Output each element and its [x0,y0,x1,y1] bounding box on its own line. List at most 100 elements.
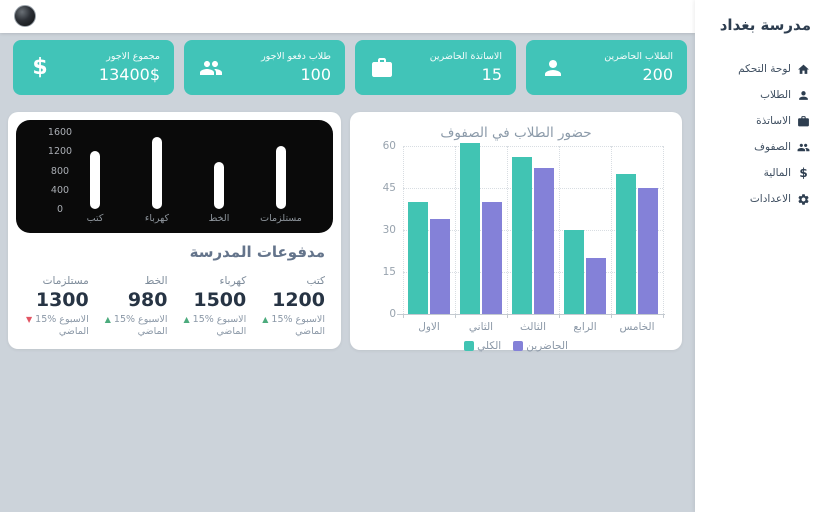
stat-label: مجموع الاجور [106,51,160,62]
sidebar-item-students[interactable]: الطلاب [695,82,823,108]
stat-cards-row: الطلاب الحاضرين 200 الاساتذة الحاضرين 15 [8,40,687,95]
stat-label: الاساتذة الحاضرين [429,51,502,62]
stat-card-total-fees: مجموع الاجور 13400$ $ [13,40,174,95]
total-legend-swatch [464,341,475,351]
total-bar [408,202,428,314]
user-icon [540,55,566,81]
student-icon [797,89,810,102]
sidebar-item-teachers[interactable]: الاساتذة [695,108,823,134]
payment-bar [214,161,224,209]
trend-down-icon: ▼ [26,314,33,324]
y-tick-label: 45 [382,182,396,194]
y-tick-label: 15 [382,266,396,278]
charts-row: 0 400 800 1200 1600 كتب كهرباء الخط مستلزمات مدف… [8,112,687,352]
attendance-chart-title: حضور الطلاب في الصفوف [440,125,592,141]
payments-stats-row: كتب 1200 ▲ 15% الاسبوع الماضي كهرباء 150… [8,261,341,337]
sidebar: مدرسة بغداد لوحة التحكم الطلاب الاساتذة [695,0,823,512]
payment-stat-electricity: كهرباء 1500 ▲ 15% الاسبوع الماضي [183,275,247,337]
briefcase-icon [797,115,810,128]
sidebar-item-label: المالية [763,167,791,179]
home-icon [797,63,810,76]
present-bar [586,258,606,314]
axis-tick [507,314,508,318]
trend-up-icon: ▲ [104,314,111,324]
y-tick-label: 0 [56,204,64,215]
present-legend-swatch [513,341,524,351]
present-bar [430,218,450,314]
payment-bar [152,136,162,209]
top-header [0,0,695,33]
total-bar [616,174,636,314]
gridline [403,230,663,231]
gridline [507,146,508,314]
payment-stat-supplies: مستلزمات 1300 ▼ 15% الاسبوع الماضي [26,275,89,337]
app-title: مدرسة بغداد [719,16,811,34]
sidebar-item-classes[interactable]: الصفوف [695,134,823,160]
stat-card-students-present: الطلاب الحاضرين 200 [526,40,687,95]
dollar-icon: $ [32,54,48,80]
total-bar [460,143,480,314]
axis-tick [455,314,456,318]
axis-tick [663,314,664,318]
bar-slot: الخط [188,120,250,233]
stat-value: 15 [481,65,502,84]
gridline [403,272,663,273]
present-bar [534,168,554,314]
gridline [403,146,404,314]
sidebar-item-label: لوحة التحكم [738,63,791,75]
payment-bar [276,146,286,209]
stat-value: 100 [300,65,331,84]
payment-bar [90,151,100,209]
bar-slot: كتب [64,120,126,233]
y-tick-label: 30 [382,224,396,236]
sidebar-nav: لوحة التحكم الطلاب الاساتذة الصفوف [695,48,823,212]
x-category-label: الخط [208,213,230,224]
x-category-label: الثاني [468,321,494,333]
legend-item: الحاضرين [513,340,568,352]
payment-stat-transport: الخط 980 ▲ 15% الاسبوع الماضي [104,275,168,337]
sidebar-item-dashboard[interactable]: لوحة التحكم [695,56,823,82]
present-bar [482,202,502,314]
stat-label: الطلاب الحاضرين [604,51,673,62]
briefcase-icon [369,55,395,81]
sidebar-item-label: الصفوف [754,141,791,153]
y-tick-label: 0 [389,308,396,320]
stat-value: 13400$ [98,65,160,84]
sidebar-item-label: الاساتذة [756,115,791,127]
attendance-card: حضور الطلاب في الصفوف 0 15 30 45 60 الاول الثا… [350,112,682,352]
payments-mini-chart: 0 400 800 1200 1600 كتب كهرباء الخط مستلزمات [16,120,333,233]
payment-stat-books: كتب 1200 ▲ 15% الاسبوع الماضي [262,275,325,337]
payments-title: مدفوعات المدرسة [189,243,325,261]
legend-label: الحاضرين [526,340,568,352]
sidebar-item-settings[interactable]: الاعدادات [695,186,823,212]
users-icon [198,55,224,81]
x-category-label: الثالث [520,321,546,333]
legend-item: الكلي [464,340,501,352]
sidebar-item-finance[interactable]: $ المالية [695,160,823,186]
trend-up-icon: ▲ [262,314,269,324]
stat-card-teachers-present: الاساتذة الحاضرين 15 [355,40,516,95]
gridline [403,146,663,147]
payments-card: 0 400 800 1200 1600 كتب كهرباء الخط مستلزمات مدف… [8,112,341,349]
legend-label: الكلي [477,340,502,352]
x-category-label: كتب [86,213,104,224]
bar-slot: كهرباء [126,120,188,233]
gridline [403,188,663,189]
axis-tick [559,314,560,318]
sidebar-item-label: الاعدادات [749,193,791,205]
stat-label: طلاب دفعو الاجور [261,51,331,62]
gridline [663,146,664,314]
trend-up-icon: ▲ [183,314,190,324]
sidebar-item-label: الطلاب [760,89,791,101]
axis-tick [403,314,404,318]
gridline [455,146,456,314]
y-tick-label: 1600 [47,127,73,138]
axis-tick [611,314,612,318]
school-logo[interactable] [14,5,36,27]
gridline [559,146,560,314]
total-bar [564,230,584,314]
dollar-icon: $ [799,166,808,180]
main-content: الطلاب الحاضرين 200 الاساتذة الحاضرين 15 [0,33,695,512]
x-category-label: مستلزمات [260,213,302,224]
stat-value: 200 [642,65,673,84]
